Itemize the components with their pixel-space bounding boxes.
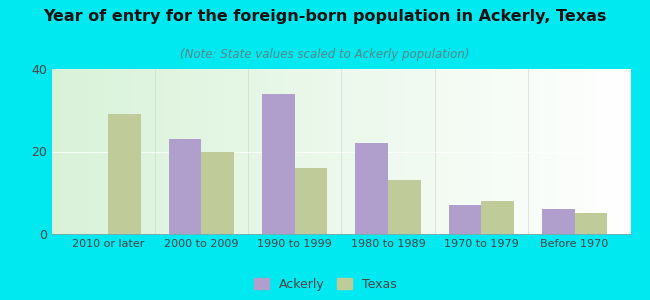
Bar (542, 209, 575, 234)
Bar (575, 213, 607, 234)
Bar (481, 201, 514, 234)
Text: (Note: State values scaled to Ackerly population): (Note: State values scaled to Ackerly po… (180, 48, 470, 61)
Bar (294, 168, 327, 234)
Bar (202, 152, 234, 234)
Bar (108, 114, 140, 234)
Text: Year of entry for the foreign-born population in Ackerly, Texas: Year of entry for the foreign-born popul… (44, 9, 606, 24)
Bar (168, 139, 202, 234)
Bar (262, 94, 294, 234)
Legend: Ackerly, Texas: Ackerly, Texas (254, 278, 396, 291)
Bar (388, 180, 421, 234)
Bar (448, 205, 481, 234)
Bar (356, 143, 388, 234)
